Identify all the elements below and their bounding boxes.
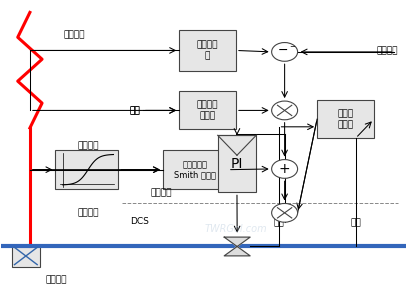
Circle shape	[271, 43, 298, 61]
Polygon shape	[224, 246, 250, 256]
Text: 自学习
功能块: 自学习 功能块	[337, 109, 354, 129]
Text: 数学模型: 数学模型	[77, 141, 98, 150]
Text: 焓值变增
益控制: 焓值变增 益控制	[197, 101, 218, 120]
Text: 基于模型的
Smith 预估器: 基于模型的 Smith 预估器	[174, 160, 217, 179]
Text: 压力: 压力	[130, 106, 141, 115]
Text: −: −	[289, 44, 295, 50]
Text: 温度设定: 温度设定	[377, 46, 398, 55]
FancyBboxPatch shape	[55, 150, 118, 189]
FancyBboxPatch shape	[179, 91, 236, 129]
Text: 优化软件: 优化软件	[151, 188, 172, 197]
Text: 入口温度: 入口温度	[45, 276, 67, 285]
Text: 导前温度: 导前温度	[77, 208, 98, 217]
Text: 开度: 开度	[273, 218, 284, 228]
Text: 压力: 压力	[130, 106, 141, 115]
Text: +: +	[279, 162, 291, 176]
Circle shape	[271, 203, 298, 222]
Text: 实际温度: 实际温度	[63, 30, 85, 39]
FancyBboxPatch shape	[12, 245, 39, 267]
Text: 状态观测
器: 状态观测 器	[197, 41, 218, 60]
FancyBboxPatch shape	[218, 135, 256, 192]
Text: TWRGol.com: TWRGol.com	[205, 224, 267, 234]
Circle shape	[271, 101, 298, 120]
Text: −: −	[277, 44, 288, 57]
Text: DCS: DCS	[131, 217, 149, 226]
FancyBboxPatch shape	[163, 150, 228, 189]
Text: PI: PI	[231, 157, 243, 171]
FancyBboxPatch shape	[179, 30, 236, 71]
Text: 流量: 流量	[350, 218, 361, 228]
FancyBboxPatch shape	[317, 100, 374, 138]
Polygon shape	[224, 237, 250, 246]
Circle shape	[271, 160, 298, 178]
